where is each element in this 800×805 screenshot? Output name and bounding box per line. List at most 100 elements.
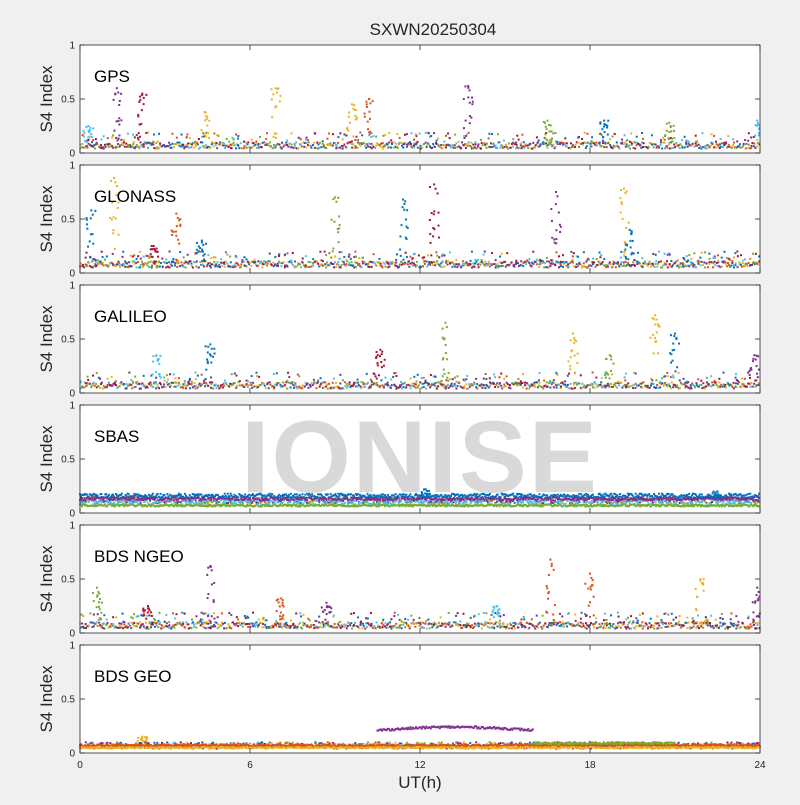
data-point xyxy=(612,386,614,388)
data-point xyxy=(551,237,553,239)
data-point xyxy=(258,376,260,378)
data-point xyxy=(205,115,207,117)
data-point xyxy=(494,386,496,388)
data-point xyxy=(198,503,200,505)
data-point xyxy=(483,384,485,386)
data-point xyxy=(339,382,341,384)
data-point xyxy=(584,132,586,134)
data-point xyxy=(238,264,240,266)
data-point xyxy=(527,384,529,386)
data-point xyxy=(173,146,175,148)
data-point xyxy=(227,502,229,504)
data-point xyxy=(753,386,755,388)
data-point xyxy=(348,112,350,114)
data-point xyxy=(425,142,427,144)
data-point xyxy=(273,373,275,375)
data-point xyxy=(396,133,398,135)
data-point xyxy=(426,144,428,146)
data-point xyxy=(584,142,586,144)
data-point xyxy=(211,348,213,350)
data-point xyxy=(374,147,376,149)
data-point xyxy=(467,85,469,87)
data-point xyxy=(455,259,457,261)
data-point xyxy=(169,266,171,268)
data-point xyxy=(172,231,174,233)
data-point xyxy=(693,264,695,266)
data-point xyxy=(706,262,708,264)
data-point xyxy=(430,374,432,376)
data-point xyxy=(416,141,418,143)
data-point xyxy=(158,133,160,135)
data-point xyxy=(185,387,187,389)
data-point xyxy=(624,376,626,378)
data-point xyxy=(465,120,467,122)
data-point xyxy=(169,373,171,375)
data-point xyxy=(112,134,114,136)
data-point xyxy=(145,94,147,96)
data-point xyxy=(656,319,658,321)
data-point xyxy=(195,499,197,501)
data-point xyxy=(158,261,160,263)
data-point xyxy=(375,265,377,267)
data-point xyxy=(517,378,519,380)
data-point xyxy=(747,147,749,149)
data-point xyxy=(515,382,517,384)
data-point xyxy=(103,148,105,150)
data-point xyxy=(184,385,186,387)
data-point xyxy=(426,266,428,268)
data-point xyxy=(264,385,266,387)
data-point xyxy=(89,256,91,258)
data-point xyxy=(489,146,491,148)
data-point xyxy=(739,143,741,145)
data-point xyxy=(228,385,230,387)
data-point xyxy=(343,261,345,263)
data-point xyxy=(576,263,578,265)
data-point xyxy=(706,148,708,150)
data-point xyxy=(286,266,288,268)
data-point xyxy=(207,361,209,363)
data-point xyxy=(733,256,735,258)
data-point xyxy=(180,261,182,263)
data-point xyxy=(585,147,587,149)
data-point xyxy=(87,136,89,138)
data-point xyxy=(89,127,91,129)
data-point xyxy=(317,380,319,382)
data-point xyxy=(416,380,418,382)
data-point xyxy=(681,139,683,141)
data-point xyxy=(358,143,360,145)
data-point xyxy=(535,261,537,263)
data-point xyxy=(348,262,350,264)
data-point xyxy=(579,263,581,265)
data-point xyxy=(428,261,430,263)
data-point xyxy=(152,143,154,145)
data-point xyxy=(592,263,594,265)
data-point xyxy=(433,213,435,215)
data-point xyxy=(352,108,354,110)
data-point xyxy=(199,261,201,263)
data-point xyxy=(276,384,278,386)
data-point xyxy=(188,383,190,385)
data-point xyxy=(82,264,84,266)
data-point xyxy=(263,260,265,262)
data-point xyxy=(96,264,98,266)
data-point xyxy=(376,378,378,380)
data-point xyxy=(187,384,189,386)
data-point xyxy=(86,219,88,221)
data-point xyxy=(403,386,405,388)
data-point xyxy=(472,101,474,103)
data-point xyxy=(315,387,317,389)
data-point xyxy=(617,261,619,263)
data-point xyxy=(101,251,103,253)
data-point xyxy=(578,136,580,138)
data-point xyxy=(398,266,400,268)
data-point xyxy=(438,237,440,239)
data-point xyxy=(132,143,134,145)
data-point xyxy=(538,379,540,381)
data-point xyxy=(508,143,510,145)
data-point xyxy=(234,382,236,384)
data-point xyxy=(431,212,433,214)
data-point xyxy=(297,374,299,376)
data-point xyxy=(604,131,606,133)
data-point xyxy=(550,143,552,145)
data-point xyxy=(121,499,123,501)
